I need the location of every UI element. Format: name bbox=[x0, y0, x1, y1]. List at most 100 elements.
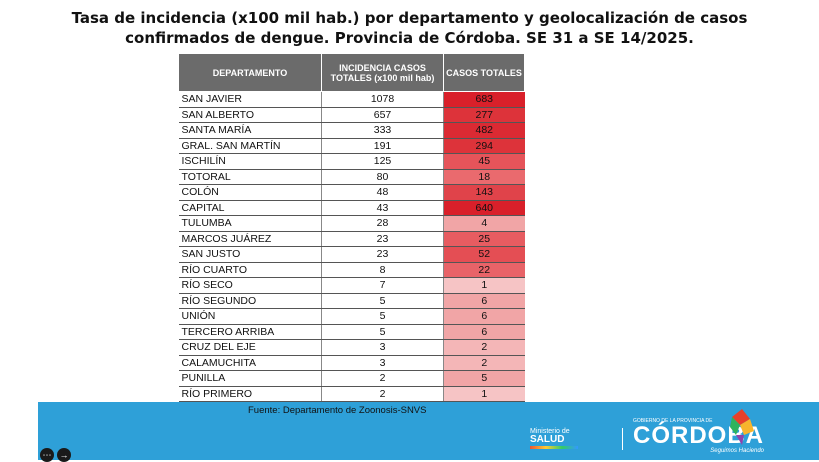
cell-cases: 45 bbox=[443, 153, 525, 170]
ministerio-salud-logo: Ministerio de SALUD bbox=[530, 428, 578, 449]
cell-incidence: 2 bbox=[321, 386, 444, 402]
cell-incidence: 3 bbox=[321, 355, 444, 371]
cell-incidence: 23 bbox=[321, 246, 444, 263]
cell-department: TULUMBA bbox=[178, 215, 322, 232]
cell-department: SAN ALBERTO bbox=[178, 107, 322, 123]
cell-incidence: 1078 bbox=[321, 91, 444, 108]
table-row: RÍO CUARTO 8 22 bbox=[178, 262, 525, 278]
logo-divider bbox=[622, 428, 623, 450]
cell-department: RÍO PRIMERO bbox=[178, 386, 322, 402]
table-row: RÍO SEGUNDO 5 6 bbox=[178, 293, 525, 309]
header-department: DEPARTAMENTO bbox=[178, 53, 322, 92]
header-cases: CASOS TOTALES bbox=[443, 53, 525, 92]
salud-stripe bbox=[530, 446, 578, 449]
table-row: SAN ALBERTO 657 277 bbox=[178, 107, 525, 123]
cell-department: SAN JUSTO bbox=[178, 246, 322, 263]
cell-cases: 482 bbox=[443, 122, 525, 139]
cell-department: SAN JAVIER bbox=[178, 91, 322, 108]
cell-department: MARCOS JUÁREZ bbox=[178, 231, 322, 247]
cell-incidence: 125 bbox=[321, 153, 444, 170]
cell-cases: 1 bbox=[443, 386, 525, 402]
table-row: SANTA MARÍA 333 482 bbox=[178, 122, 525, 139]
cell-department: RÍO SECO bbox=[178, 277, 322, 294]
table-row: RÍO SECO 7 1 bbox=[178, 277, 525, 294]
cell-department: TOTORAL bbox=[178, 169, 322, 185]
table-row: PUNILLA 2 5 bbox=[178, 370, 525, 387]
slide-nav: ⋯ → bbox=[40, 448, 71, 462]
cell-cases: 143 bbox=[443, 184, 525, 201]
dengue-table: DEPARTAMENTO INCIDENCIA CASOS TOTALES (x… bbox=[178, 53, 525, 418]
cell-cases: 25 bbox=[443, 231, 525, 247]
cell-cases: 5 bbox=[443, 370, 525, 387]
table-row: TOTORAL 80 18 bbox=[178, 169, 525, 185]
table-row: SAN JUSTO 23 52 bbox=[178, 246, 525, 263]
cell-cases: 6 bbox=[443, 293, 525, 309]
cell-incidence: 3 bbox=[321, 339, 444, 356]
cell-incidence: 191 bbox=[321, 138, 444, 154]
source-note: Fuente: Departamento de Zoonosis-SNVS bbox=[248, 405, 427, 416]
cell-department: PUNILLA bbox=[178, 370, 322, 387]
table-row: TERCERO ARRIBA 5 6 bbox=[178, 324, 525, 340]
cell-cases: 4 bbox=[443, 215, 525, 232]
table-row: CAPITAL 43 640 bbox=[178, 200, 525, 216]
cell-cases: 22 bbox=[443, 262, 525, 278]
cell-incidence: 657 bbox=[321, 107, 444, 123]
cell-cases: 683 bbox=[443, 91, 525, 108]
page-title: Tasa de incidencia (x100 mil hab.) por d… bbox=[0, 8, 819, 48]
table-row: MARCOS JUÁREZ 23 25 bbox=[178, 231, 525, 247]
cordoba-mark-icon bbox=[730, 409, 754, 445]
header-incidence: INCIDENCIA CASOS TOTALES (x100 mil hab) bbox=[321, 53, 444, 92]
cell-cases: 277 bbox=[443, 107, 525, 123]
cell-department: COLÓN bbox=[178, 184, 322, 201]
cell-department: CAPITAL bbox=[178, 200, 322, 216]
cell-incidence: 48 bbox=[321, 184, 444, 201]
cell-incidence: 43 bbox=[321, 200, 444, 216]
title-line-1: Tasa de incidencia (x100 mil hab.) por d… bbox=[71, 9, 748, 27]
cell-incidence: 5 bbox=[321, 293, 444, 309]
cell-incidence: 7 bbox=[321, 277, 444, 294]
cell-incidence: 8 bbox=[321, 262, 444, 278]
ellipsis-icon[interactable]: ⋯ bbox=[40, 448, 54, 462]
cell-department: CRUZ DEL EJE bbox=[178, 339, 322, 356]
cell-department: RÍO SEGUNDO bbox=[178, 293, 322, 309]
table-row: TULUMBA 28 4 bbox=[178, 215, 525, 232]
salud-top-text: Ministerio de bbox=[530, 428, 570, 435]
cell-cases: 6 bbox=[443, 324, 525, 340]
table-row: CRUZ DEL EJE 3 2 bbox=[178, 339, 525, 356]
cell-incidence: 5 bbox=[321, 324, 444, 340]
title-line-2: confirmados de dengue. Provincia de Córd… bbox=[125, 29, 694, 47]
salud-main-text: SALUD bbox=[530, 434, 565, 445]
cell-incidence: 2 bbox=[321, 370, 444, 387]
cell-cases: 2 bbox=[443, 355, 525, 371]
table-row: UNIÓN 5 6 bbox=[178, 308, 525, 325]
cell-cases: 640 bbox=[443, 200, 525, 216]
table-row: GRAL. SAN MARTÍN 191 294 bbox=[178, 138, 525, 154]
cell-department: GRAL. SAN MARTÍN bbox=[178, 138, 322, 154]
cell-cases: 52 bbox=[443, 246, 525, 263]
cell-incidence: 80 bbox=[321, 169, 444, 185]
cell-department: TERCERO ARRIBA bbox=[178, 324, 322, 340]
cell-department: ISCHILÍN bbox=[178, 153, 322, 170]
cell-cases: 6 bbox=[443, 308, 525, 325]
cell-incidence: 23 bbox=[321, 231, 444, 247]
cell-department: UNIÓN bbox=[178, 308, 322, 325]
cell-department: SANTA MARÍA bbox=[178, 122, 322, 139]
cordoba-slogan: Seguimos Haciendo bbox=[710, 448, 764, 454]
cell-cases: 294 bbox=[443, 138, 525, 154]
footer-band bbox=[38, 402, 819, 460]
table-row: SAN JAVIER 1078 683 bbox=[178, 91, 525, 108]
table-row: COLÓN 48 143 bbox=[178, 184, 525, 201]
table-row: ISCHILÍN 125 45 bbox=[178, 153, 525, 170]
table-row: RÍO PRIMERO 2 1 bbox=[178, 386, 525, 402]
cell-cases: 2 bbox=[443, 339, 525, 356]
cell-incidence: 28 bbox=[321, 215, 444, 232]
cell-incidence: 333 bbox=[321, 122, 444, 139]
table-row: CALAMUCHITA 3 2 bbox=[178, 355, 525, 371]
cell-incidence: 5 bbox=[321, 308, 444, 325]
arrow-right-icon[interactable]: → bbox=[57, 448, 71, 462]
cordoba-top-text: GOBIERNO DE LA PROVINCIA DE bbox=[633, 418, 713, 424]
table-header-row: DEPARTAMENTO INCIDENCIA CASOS TOTALES (x… bbox=[178, 53, 525, 92]
cell-cases: 18 bbox=[443, 169, 525, 185]
cell-department: RÍO CUARTO bbox=[178, 262, 322, 278]
cell-department: CALAMUCHITA bbox=[178, 355, 322, 371]
